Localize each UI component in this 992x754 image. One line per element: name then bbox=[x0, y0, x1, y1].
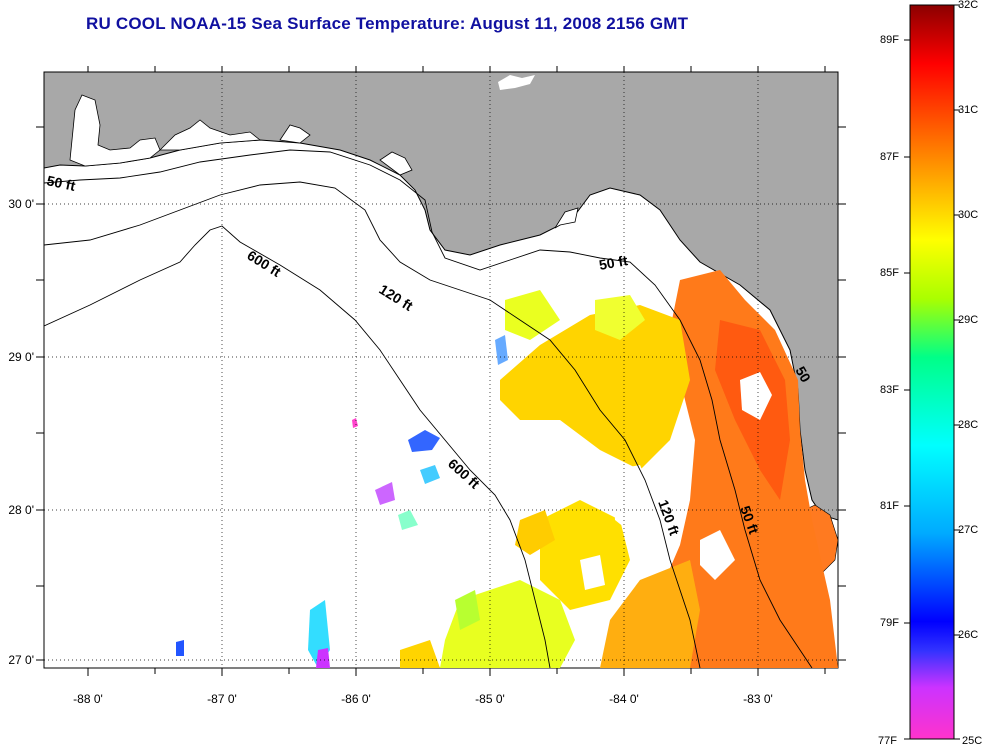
isobath-label: 50 ft bbox=[45, 172, 77, 194]
colorbar-fahrenheit-label: 81F bbox=[880, 500, 899, 512]
y-tick-label: 29 0' bbox=[8, 350, 34, 364]
colorbar-celsius-label: 28C bbox=[958, 419, 979, 431]
isobath-lines bbox=[44, 149, 813, 668]
colorbar-celsius-label: 29C bbox=[958, 314, 979, 326]
gridlines bbox=[44, 72, 838, 668]
sst-field bbox=[176, 270, 838, 668]
map-title: RU COOL NOAA-15 Sea Surface Temperature:… bbox=[86, 14, 689, 33]
x-tick-label: -84 0' bbox=[609, 692, 639, 706]
colorbar-celsius-label: 31C bbox=[958, 104, 979, 116]
colorbar-fahrenheit-label: 89F bbox=[880, 34, 899, 46]
y-tick-label: 28 0' bbox=[8, 503, 34, 517]
colorbar-fahrenheit-label: 79F bbox=[880, 617, 899, 629]
y-tick-label: 27 0' bbox=[8, 653, 34, 667]
colorbar-celsius-label: 30C bbox=[958, 209, 979, 221]
x-tick-label: -86 0' bbox=[341, 692, 371, 706]
colorbar-celsius-label: 32C bbox=[958, 0, 979, 11]
isobath-label: 50 bbox=[792, 364, 814, 386]
colorbar-fahrenheit-label: 77F bbox=[878, 735, 897, 747]
x-tick-label: -83 0' bbox=[743, 692, 773, 706]
colorbar-fahrenheit-label: 83F bbox=[880, 384, 899, 396]
x-tick-label: -87 0' bbox=[207, 692, 237, 706]
colorbar-fahrenheit-label: 85F bbox=[880, 267, 899, 279]
x-tick-label: -88 0' bbox=[73, 692, 103, 706]
frame-ticks bbox=[36, 66, 846, 676]
colorbar-fahrenheit-label: 87F bbox=[880, 151, 899, 163]
y-tick-label: 30 0' bbox=[8, 197, 34, 211]
colorbar-ticks bbox=[904, 4, 960, 740]
colorbar bbox=[909, 4, 955, 740]
colorbar-celsius-label: 25C bbox=[962, 735, 983, 747]
colorbar-celsius-label: 27C bbox=[958, 524, 979, 536]
x-tick-label: -85 0' bbox=[475, 692, 505, 706]
isobath-label: 50 ft bbox=[598, 252, 629, 273]
colorbar-celsius-label: 26C bbox=[958, 629, 979, 641]
